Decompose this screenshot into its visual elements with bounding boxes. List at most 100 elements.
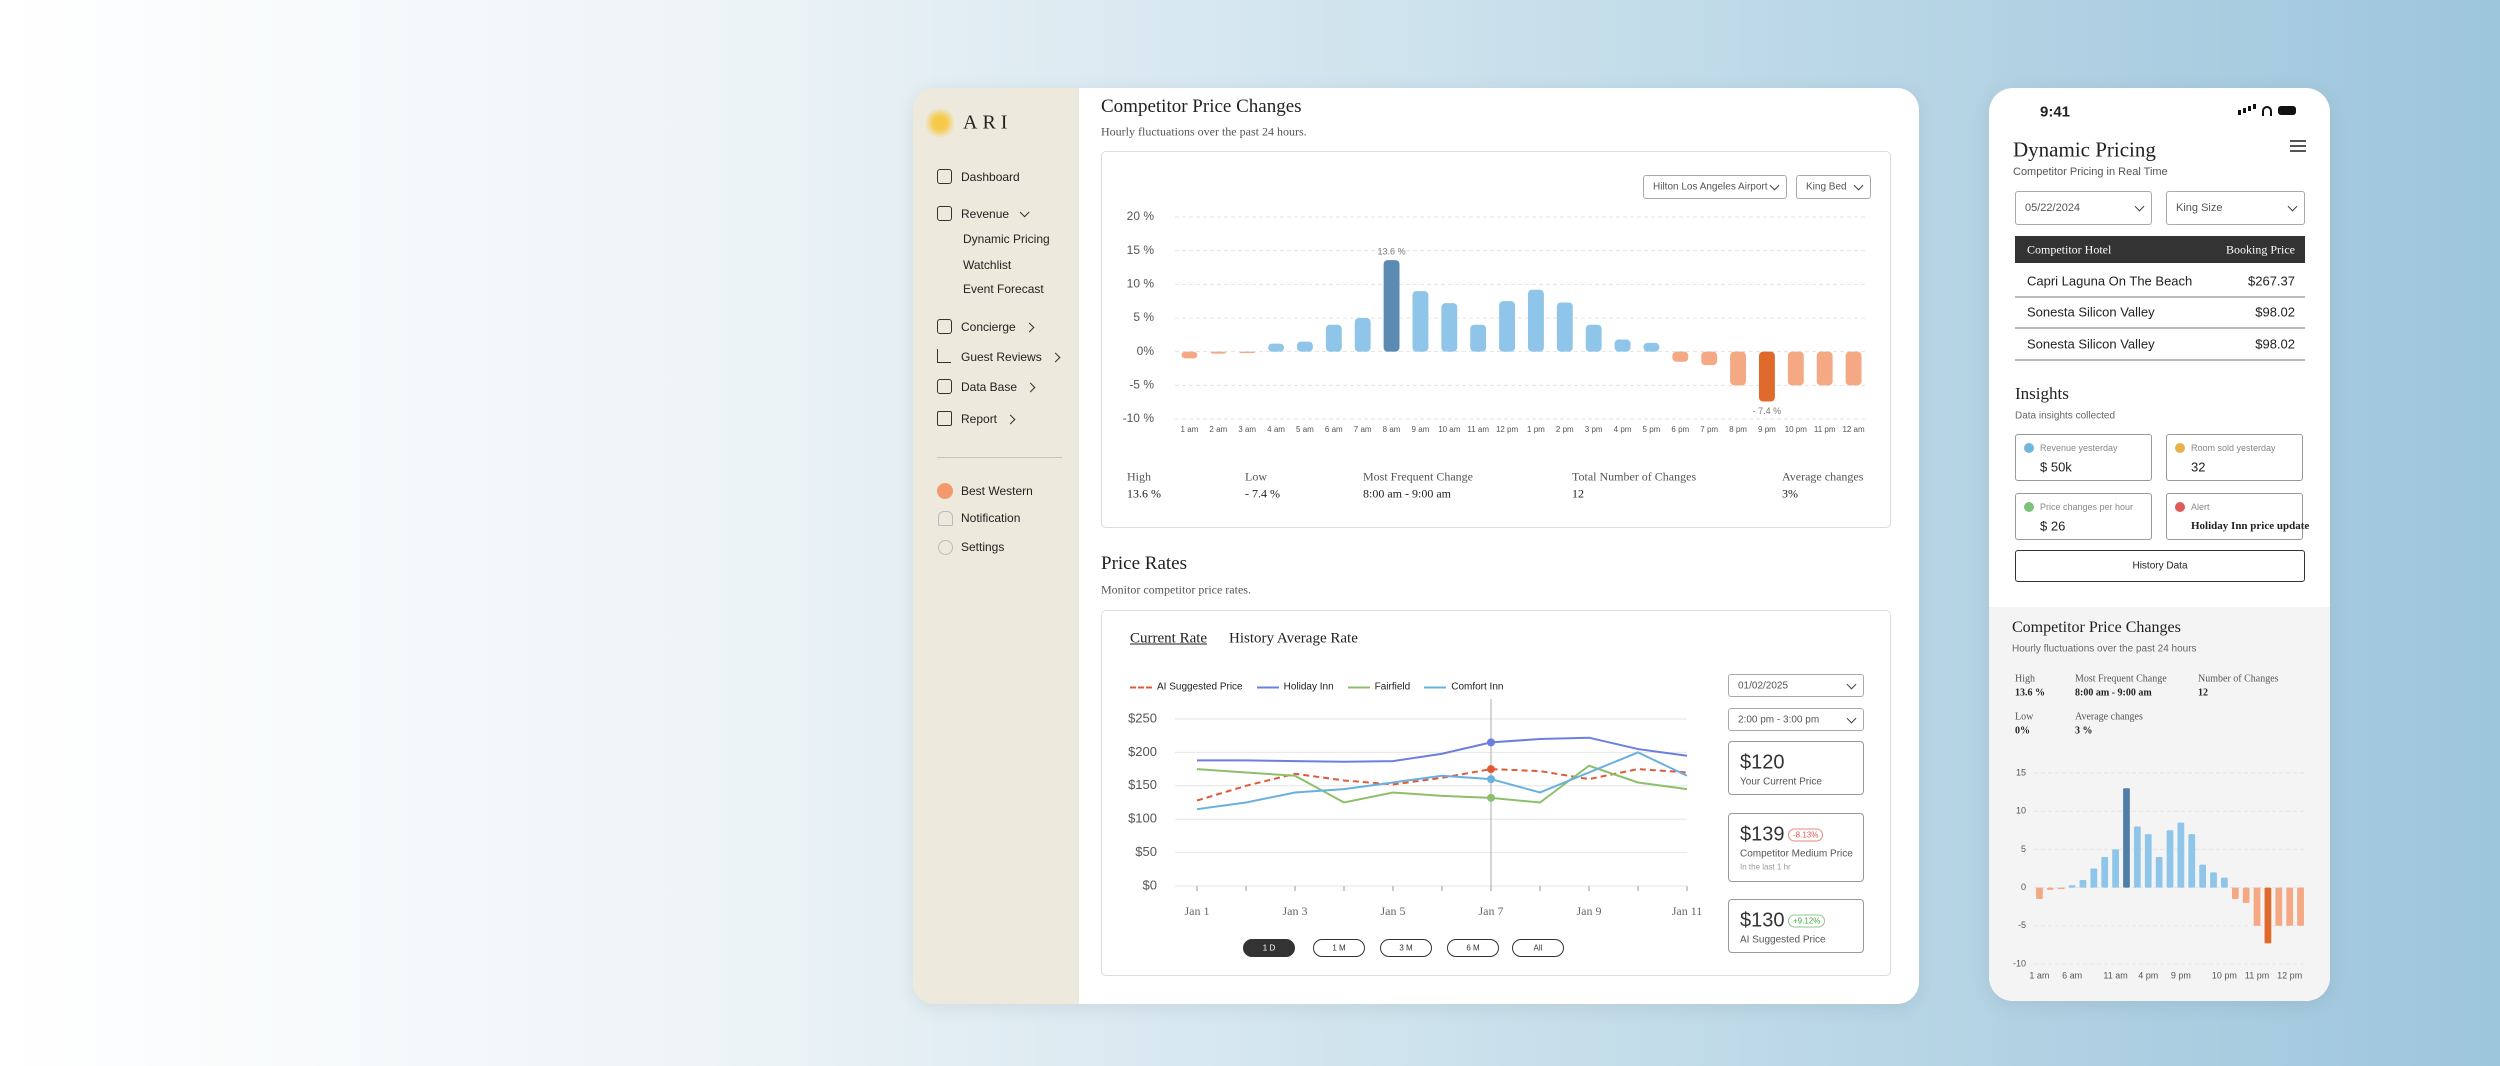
history-button[interactable]: [2015, 550, 2305, 582]
y-tick-label: $150: [1128, 777, 1157, 792]
x-tick-label: Jan 5: [1381, 904, 1406, 918]
bar: [1614, 339, 1631, 352]
nav-subitem[interactable]: Watchlist: [963, 258, 1012, 272]
insight-label: Alert: [2191, 502, 2210, 512]
legend-item: Comfort Inn: [1424, 682, 1503, 693]
dropdown[interactable]: [1796, 175, 1871, 199]
range-button[interactable]: [1380, 939, 1432, 957]
nav-item[interactable]: Report: [961, 412, 1016, 426]
x-tick-label: 9 pm: [2171, 970, 2191, 980]
y-tick-label: -10: [2013, 958, 2026, 968]
bar: [1816, 351, 1833, 386]
legend-swatch: [1347, 686, 1370, 688]
card-label: Your Current Price: [1740, 776, 1822, 788]
bar: [2101, 857, 2109, 888]
x-tick-label: 11 am: [2103, 970, 2127, 980]
x-tick-label: 10 am: [1438, 425, 1461, 434]
y-tick-label: 0%: [1137, 344, 1155, 358]
dropdown[interactable]: [1643, 175, 1787, 199]
nav-item[interactable]: Notification: [961, 511, 1021, 525]
y-tick-label: -5 %: [1129, 378, 1154, 392]
card-price: $139: [1740, 823, 1785, 846]
range-button[interactable]: [1243, 939, 1295, 957]
range-label: 1 D: [1262, 943, 1276, 953]
range-label: 1 M: [1332, 943, 1346, 953]
insight-icon: [2024, 443, 2034, 453]
dropdown-label: 2:00 pm - 3:00 pm: [1738, 714, 1820, 725]
nav-subitem[interactable]: Event Forecast: [963, 282, 1044, 296]
stat-label: Most Frequent Change: [2075, 673, 2167, 685]
section-title: Competitor Price Changes: [1101, 96, 1302, 117]
y-tick-label: 15 %: [1127, 243, 1155, 257]
bar: [2210, 872, 2217, 888]
legend-item: Holiday Inn: [1256, 682, 1334, 693]
rates-card: [1101, 610, 1891, 976]
range-button[interactable]: [1447, 939, 1499, 957]
stat-value: 12: [2198, 687, 2208, 699]
nav-item[interactable]: Revenue: [961, 207, 1030, 221]
stat-label: Number of Changes: [2198, 673, 2279, 685]
mobile-title: Dynamic Pricing: [2013, 137, 2156, 162]
dropdown[interactable]: [2166, 191, 2305, 225]
range-button[interactable]: [1512, 939, 1564, 957]
table-header-cell: Booking Price: [2226, 242, 2295, 257]
nav-item[interactable]: Settings: [961, 540, 1005, 554]
x-tick-label: 3 pm: [1585, 425, 1603, 434]
menu-icon: [2290, 140, 2306, 142]
legend-label: Comfort Inn: [1451, 681, 1504, 693]
dropdown-label: King Size: [2176, 202, 2223, 214]
x-tick-label: 11 pm: [2245, 970, 2269, 980]
insight-label: Room sold yesterday: [2191, 443, 2276, 453]
section-subtitle: Monitor competitor price rates.: [1101, 582, 1251, 597]
dropdown[interactable]: [2015, 191, 2152, 225]
card-note: In the last 1 hr: [1740, 862, 1791, 872]
bar: [2231, 887, 2239, 900]
dropdown[interactable]: [1728, 708, 1864, 731]
x-tick-label: 11 pm: [1814, 425, 1836, 434]
stat-value: 13.6 %: [2015, 687, 2045, 699]
stat-label: High: [1127, 469, 1151, 484]
y-tick-label: 0: [2021, 882, 2026, 892]
chart-card: [1101, 151, 1891, 528]
insight-icon: [2024, 502, 2034, 512]
chevron: [1005, 414, 1016, 425]
nav-item[interactable]: Concierge: [961, 320, 1035, 334]
nav-icon: [937, 411, 952, 426]
stat-value: 13.6 %: [1127, 486, 1161, 501]
bar: [1383, 260, 1400, 352]
stat-value: 3 %: [2075, 725, 2093, 737]
x-tick-label: 8 pm: [1729, 425, 1747, 434]
y-tick-label: 10 %: [1127, 277, 1155, 291]
range-button[interactable]: [1313, 939, 1365, 957]
range-label: All: [1533, 943, 1543, 953]
x-tick-label: 2 am: [1209, 425, 1227, 434]
tab[interactable]: History Average Rate: [1229, 630, 1358, 647]
nav-item[interactable]: Guest Reviews: [961, 350, 1061, 364]
phone-lower: [1989, 607, 2330, 1001]
y-tick-label: 5: [2021, 844, 2026, 854]
stat-value: - 7.4 %: [1245, 486, 1280, 501]
insight-label: Revenue yesterday: [2040, 443, 2118, 453]
nav-item[interactable]: Dashboard: [961, 170, 1020, 184]
nav-item[interactable]: Data Base: [961, 380, 1036, 394]
card-label: AI Suggested Price: [1740, 934, 1826, 946]
value-label: - 7.4 %: [1753, 406, 1782, 416]
dropdown[interactable]: [1728, 674, 1864, 697]
nav-subitem[interactable]: Dynamic Pricing: [963, 232, 1050, 246]
bar: [2068, 885, 2076, 888]
card-badge: -8.13%: [1788, 828, 1824, 842]
stat-value: 12: [1572, 486, 1584, 501]
legend-swatch: [1256, 686, 1279, 688]
tab[interactable]: Current Rate: [1130, 630, 1208, 647]
bar: [2036, 887, 2043, 900]
insight-value: Holiday Inn price update: [2191, 520, 2310, 532]
table-header: [2015, 236, 2305, 263]
x-tick-label: 8 am: [1383, 425, 1401, 434]
table-cell: Capri Laguna On The Beach: [2027, 273, 2193, 289]
nav-item[interactable]: Best Western: [961, 484, 1033, 498]
section-title: Price Rates: [1101, 553, 1188, 574]
bell-icon: [938, 511, 953, 526]
bar: [1585, 324, 1602, 352]
nav-icon: [937, 319, 952, 334]
